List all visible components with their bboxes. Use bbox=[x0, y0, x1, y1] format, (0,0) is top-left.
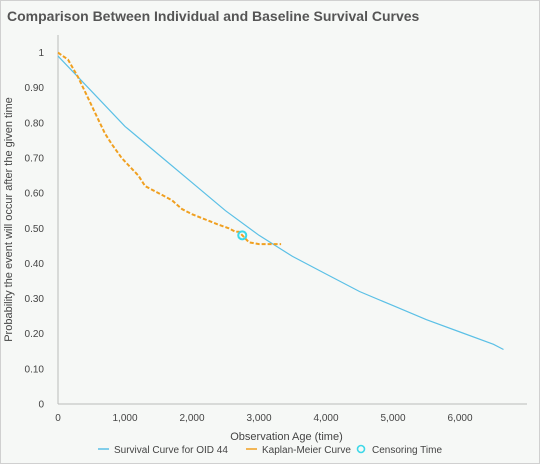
legend-label: Kaplan-Meier Curve bbox=[262, 445, 351, 456]
chart-title: Comparison Between Individual and Baseli… bbox=[7, 8, 420, 24]
y-tick-label: 1 bbox=[38, 48, 44, 59]
legend-label: Survival Curve for OID 44 bbox=[114, 445, 228, 456]
x-tick-label: 0 bbox=[55, 413, 61, 424]
x-tick-label: 5,000 bbox=[380, 413, 405, 424]
legend: Survival Curve for OID 44 Kaplan-Meier Cu… bbox=[98, 444, 442, 456]
y-tick-label: 0.30 bbox=[25, 294, 45, 305]
x-axis-label: Observation Age (time) bbox=[230, 431, 343, 443]
x-tick-label: 2,000 bbox=[179, 413, 204, 424]
y-tick-label: 0.40 bbox=[25, 259, 45, 270]
x-tick-label: 4,000 bbox=[313, 413, 338, 424]
y-tick-label: 0 bbox=[38, 400, 44, 411]
x-tick-labels: 0 1,000 2,000 3,000 4,000 5,000 6,000 bbox=[55, 413, 473, 424]
x-tick-label: 1,000 bbox=[112, 413, 137, 424]
series-group bbox=[57, 51, 504, 351]
censoring-marker bbox=[237, 230, 248, 241]
y-tick-label: 0.80 bbox=[25, 118, 45, 129]
y-tick-label: 0.50 bbox=[25, 224, 45, 235]
y-axis-label: Probability the event will occur after t… bbox=[3, 97, 15, 342]
x-tick-label: 6,000 bbox=[447, 413, 472, 424]
y-tick-labels: 0 0.10 0.20 0.30 0.40 0.50 0.60 0.70 0.80 0.90 1 bbox=[25, 48, 45, 410]
y-tick-label: 0.60 bbox=[25, 189, 45, 200]
kaplan-meier-line bbox=[57, 51, 282, 246]
y-tick-label: 0.10 bbox=[25, 364, 45, 375]
x-tick-label: 3,000 bbox=[246, 413, 271, 424]
legend-label: Censoring Time bbox=[372, 445, 442, 456]
survival-curve-line bbox=[57, 55, 504, 351]
y-tick-label: 0.20 bbox=[25, 329, 45, 340]
legend-marker bbox=[356, 444, 366, 454]
y-tick-label: 0.70 bbox=[25, 154, 45, 165]
y-tick-label: 0.90 bbox=[25, 83, 45, 94]
